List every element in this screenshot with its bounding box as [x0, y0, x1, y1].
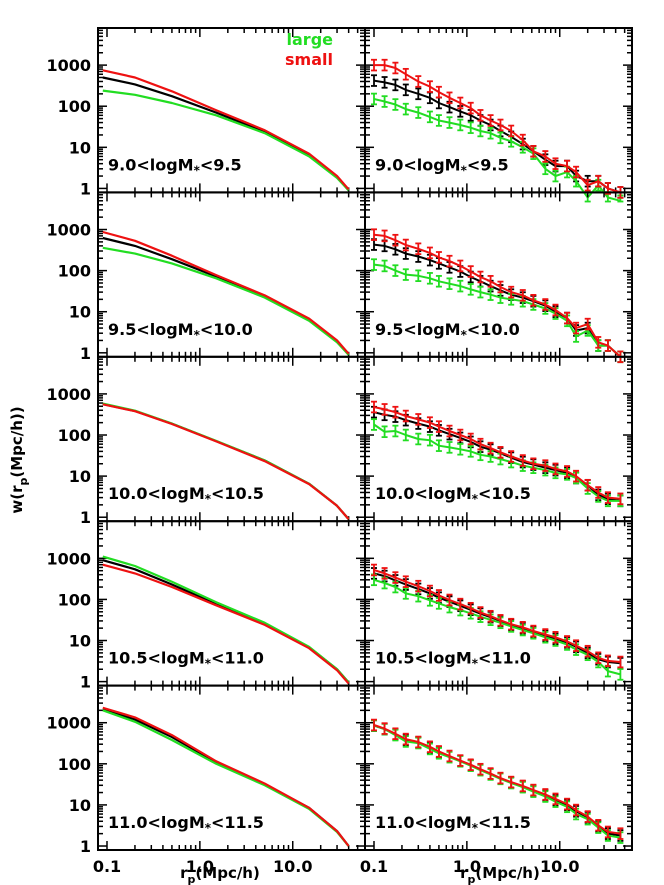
series-line-large — [102, 246, 350, 356]
y-tick-label: 10 — [69, 303, 91, 322]
panel-r1-right: 9.0<logM*<9.5 — [364, 27, 633, 203]
x-tick-label: 10.0 — [540, 857, 579, 876]
series-line-small — [102, 403, 350, 520]
y-tick-label: 100 — [58, 426, 91, 445]
panel-label: 10.0<logM*<10.5 — [375, 484, 531, 506]
y-tick-label: 100 — [58, 262, 91, 281]
legend-large: large — [287, 30, 334, 49]
series-line-small — [373, 569, 621, 663]
x-tick-label: 0.1 — [93, 857, 121, 876]
panel-r2-left: 1 10 100 1000 9.5<logM*<10.0 — [46, 191, 366, 363]
y-tick-label: 100 — [58, 755, 91, 774]
panel-label: 10.5<logM*<11.0 — [375, 649, 531, 671]
panel-label: 10.0<logM*<10.5 — [108, 484, 264, 506]
y-tick-label: 10 — [69, 796, 91, 815]
panel-label: 10.5<logM*<11.0 — [108, 649, 264, 671]
series-line-small — [373, 724, 621, 835]
y-tick-label: 1 — [80, 179, 91, 198]
y-tick-label: 1000 — [46, 385, 91, 404]
y-tick-label: 1000 — [46, 549, 91, 568]
series-line-small — [373, 233, 622, 358]
x-tick-label: 0.1 — [360, 857, 388, 876]
panel-r3-left: 1 10 100 1000 10.0<logM*<10.5 — [46, 355, 366, 527]
y-tick-label: 100 — [58, 97, 91, 116]
series-line-large — [373, 423, 621, 502]
y-tick-label: 1 — [80, 508, 91, 527]
series-line-small — [102, 563, 350, 685]
y-axis-title: w(rp(Mpc/h)) — [8, 406, 30, 513]
panel-r4-right: 10.5<logM*<11.0 — [364, 520, 633, 687]
y-tick-label: 1000 — [46, 221, 91, 240]
x-tick-label: 1.0 — [186, 857, 214, 876]
y-tick-label: 100 — [58, 590, 91, 609]
y-tick-label: 1000 — [46, 56, 91, 75]
panel-r5-left: 1 10 100 1000 0.1 1.0 10.0 11.0<logM*<11.5 — [46, 684, 366, 876]
y-tick-label: 10 — [69, 632, 91, 651]
panel-label: 9.0<logM*<9.5 — [108, 155, 242, 177]
series-line-small — [374, 64, 621, 194]
series-line-small — [373, 406, 621, 500]
x-tick-label: 1.0 — [453, 857, 481, 876]
y-tick-label: 1 — [80, 344, 91, 363]
legend-small: small — [285, 50, 333, 69]
series-line-large — [373, 263, 622, 358]
x-axis-title-left: rp(Mpc/h) — [180, 864, 260, 885]
panel-r2-right: 9.5<logM*<10.0 — [364, 191, 633, 364]
panel-label: 9.5<logM*<10.0 — [375, 320, 520, 342]
series-line-large — [373, 98, 621, 202]
y-tick-label: 1 — [80, 837, 91, 856]
panel-r5-right: 0.1 1.0 10.0 11.0<logM*<11.5 — [360, 684, 633, 876]
panel-r4-left: 1 10 100 1000 10.5<logM*<11.0 — [46, 520, 366, 692]
x-axis-title-right: rp(Mpc/h) — [460, 864, 540, 885]
panel-label: 9.0<logM*<9.5 — [375, 155, 509, 177]
series-line-small — [102, 69, 350, 191]
series-line-small — [102, 230, 350, 355]
panel-label: 11.0<logM*<11.5 — [108, 813, 264, 835]
panel-label: 9.5<logM*<10.0 — [108, 320, 253, 342]
series-line-all — [373, 243, 622, 358]
y-tick-label: 1 — [80, 673, 91, 692]
y-tick-label: 10 — [69, 138, 91, 157]
y-tick-label: 10 — [69, 467, 91, 486]
y-tick-label: 1000 — [46, 714, 91, 733]
series-line-small — [102, 706, 350, 847]
x-tick-label: 10.0 — [273, 857, 312, 876]
panel-r3-right: 10.0<logM*<10.5 — [364, 355, 633, 523]
series-line-large — [102, 89, 350, 192]
panel-label: 11.0<logM*<11.5 — [375, 813, 531, 835]
